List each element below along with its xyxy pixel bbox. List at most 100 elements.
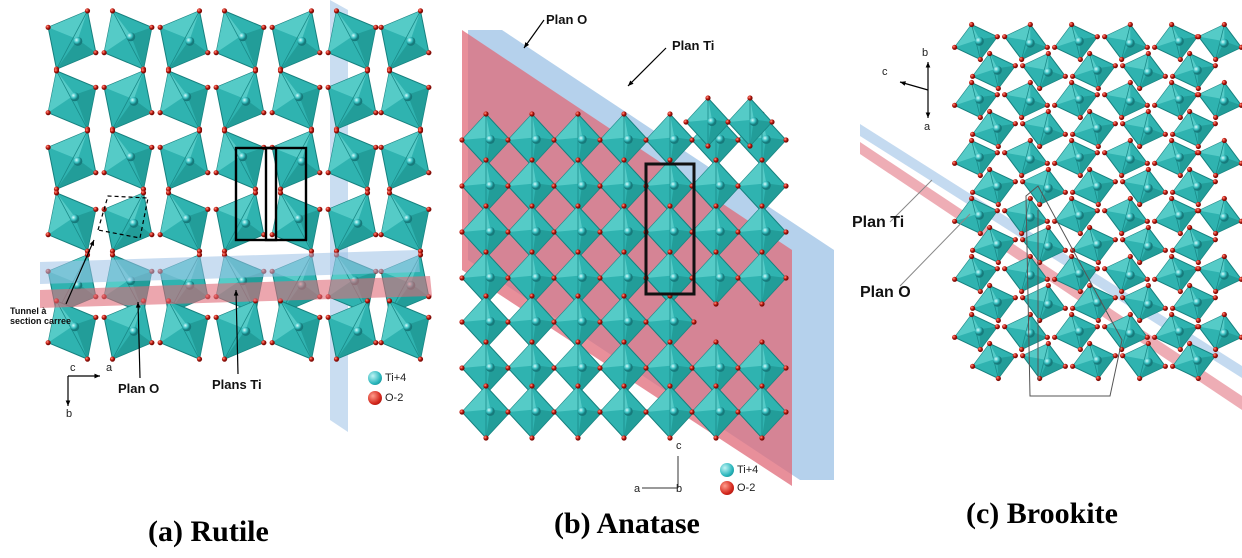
o-atom	[157, 144, 163, 150]
o-atom	[1062, 305, 1068, 311]
o-atom	[691, 319, 697, 325]
octahedron-facet	[646, 206, 675, 232]
o-atom	[769, 119, 775, 125]
brookite-unit-cell	[1025, 185, 1123, 397]
o-atom	[994, 208, 1000, 214]
o-atom	[952, 276, 958, 282]
ti-atom	[1143, 241, 1153, 251]
o-atom	[1238, 276, 1242, 282]
ti-atom	[1125, 154, 1135, 164]
o-atom	[987, 166, 993, 173]
ti-atom	[669, 180, 679, 190]
o-atom	[378, 144, 384, 150]
o-atom	[84, 8, 91, 14]
o-atom	[1052, 334, 1058, 340]
o-atom	[205, 84, 211, 90]
ti-atom	[1074, 210, 1084, 220]
octahedron-facet	[646, 296, 675, 322]
anatase-plan-ti-arrow-head	[628, 80, 634, 86]
brookite-caption: (c) Brookite	[966, 497, 1118, 530]
octahedron-facet	[160, 70, 187, 113]
octahedron-facet	[1079, 268, 1098, 292]
o-atom	[1162, 131, 1168, 137]
octahedron-facet	[728, 98, 754, 122]
o-atom	[1196, 266, 1202, 272]
o-atom	[109, 252, 116, 258]
octahedron-facet	[1104, 140, 1131, 158]
o-atom	[1145, 108, 1151, 115]
octahedron-facet	[600, 252, 629, 278]
octahedron-facet	[130, 27, 152, 70]
octahedron-facet	[104, 192, 144, 222]
o-atom	[1221, 21, 1227, 28]
o-atom	[1137, 85, 1143, 92]
o-atom	[1144, 218, 1150, 224]
rutile-plans-ti-arrow-head	[233, 290, 239, 296]
o-atom	[1119, 114, 1125, 121]
octahedron-facet	[1179, 326, 1198, 350]
o-atom	[970, 73, 976, 79]
octahedron-facet	[508, 114, 537, 140]
octahedron-facet	[336, 99, 376, 130]
o-atom	[969, 311, 975, 318]
o-atom	[1169, 21, 1175, 28]
o-atom	[1187, 108, 1193, 115]
o-atom	[1045, 282, 1051, 289]
octahedron-edge	[224, 300, 256, 360]
octahedron-facet	[1139, 244, 1166, 263]
ti-atom	[73, 36, 83, 46]
o-atom	[140, 190, 147, 196]
octahedron-facet	[624, 365, 648, 394]
octahedron-facet	[160, 130, 200, 160]
o-atom	[1170, 247, 1176, 253]
ti-atom	[1092, 355, 1102, 365]
o-atom	[713, 203, 719, 209]
octahedron-facet	[1197, 297, 1216, 321]
octahedron-facet	[168, 159, 208, 190]
octahedron-facet	[328, 300, 368, 330]
o-atom	[45, 24, 51, 30]
ti-atom	[1092, 65, 1102, 75]
o-atom	[1094, 324, 1100, 330]
octahedron-facet	[186, 317, 208, 360]
octahedron-facet	[1097, 239, 1116, 263]
octahedron-facet	[716, 275, 740, 304]
o-atom	[597, 319, 603, 325]
o-atom	[551, 275, 557, 281]
o-atom	[1037, 143, 1043, 150]
octahedron-facet	[979, 326, 998, 350]
octahedron-facet	[716, 365, 740, 394]
o-atom	[378, 232, 384, 238]
o-atom	[308, 248, 315, 254]
o-atom	[165, 68, 172, 74]
o-atom	[1137, 317, 1143, 324]
o-atom	[1069, 79, 1075, 86]
o-atom	[529, 203, 535, 209]
o-atom	[551, 409, 557, 415]
o-atom	[1170, 73, 1176, 79]
o-atom	[1095, 259, 1101, 266]
ti-atom	[1043, 67, 1053, 77]
o-atom	[149, 144, 155, 150]
octahedron-facet	[1104, 314, 1131, 332]
ti-atom	[715, 406, 725, 416]
octahedron-edge	[168, 10, 200, 70]
octahedron-edge	[336, 300, 368, 360]
octahedron-facet	[762, 275, 786, 304]
ti-atom	[974, 326, 984, 336]
o-atom	[221, 356, 228, 362]
o-atom	[386, 68, 393, 74]
octahedron-facet	[997, 297, 1016, 321]
o-atom	[1169, 195, 1175, 202]
o-atom	[93, 170, 99, 176]
octahedron-facet	[272, 192, 299, 235]
o-atom	[977, 114, 983, 121]
octahedron-facet	[1004, 314, 1031, 332]
o-atom	[969, 137, 975, 144]
o-atom	[213, 170, 219, 176]
o-atom	[157, 340, 163, 346]
o-atom	[597, 229, 603, 235]
o-atom	[970, 189, 976, 195]
octahedron-facet	[1139, 360, 1166, 379]
o-atom	[1162, 247, 1168, 253]
